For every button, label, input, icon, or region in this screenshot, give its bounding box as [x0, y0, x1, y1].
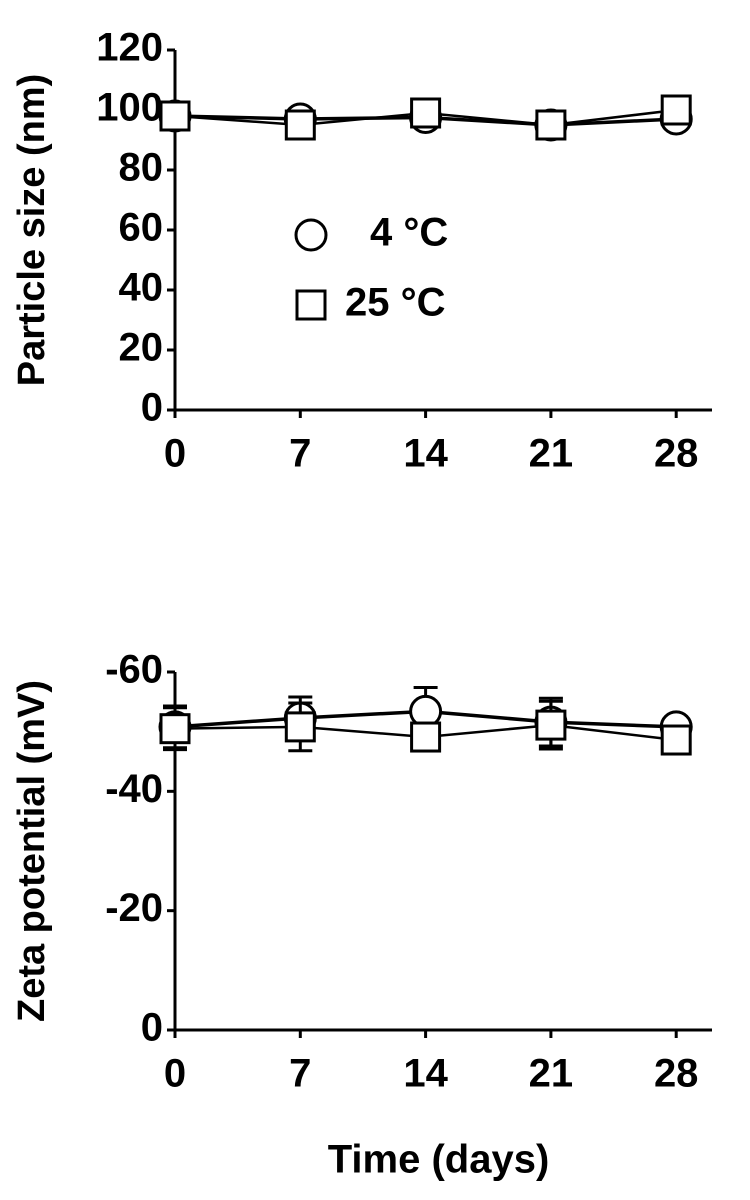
legend-marker: [295, 289, 327, 321]
y-tick-label: 80: [119, 146, 164, 190]
data-point: [284, 711, 316, 743]
data-point: [410, 721, 442, 753]
data-point: [535, 709, 567, 741]
y-tick-label: 60: [119, 206, 164, 250]
y-tick-label: -20: [105, 886, 163, 930]
y-tick-label: 0: [141, 1006, 163, 1050]
x-axis-label: Time (days): [328, 1138, 550, 1182]
x-tick-label: 28: [654, 1052, 699, 1096]
x-tick-label: 14: [403, 432, 448, 476]
y-axis-label: Particle size (nm): [11, 74, 53, 387]
x-tick-label: 14: [403, 1052, 448, 1096]
y-tick-label: 20: [119, 326, 164, 370]
data-point: [159, 713, 191, 745]
data-point: [284, 109, 316, 141]
y-tick-label: -60: [105, 648, 163, 692]
data-point: [410, 97, 442, 129]
x-tick-label: 28: [654, 432, 699, 476]
data-point: [660, 94, 692, 126]
legend-label: 25 °C: [345, 281, 446, 325]
y-tick-label: 120: [96, 26, 163, 70]
y-tick-label: -40: [105, 767, 163, 811]
x-tick-label: 21: [529, 1052, 574, 1096]
x-tick-label: 0: [164, 1052, 186, 1096]
x-tick-label: 7: [289, 1052, 311, 1096]
y-tick-label: 0: [141, 386, 163, 430]
y-axis-label: Zeta potential (mV): [11, 680, 53, 1022]
legend-marker: [294, 218, 328, 252]
data-point: [660, 724, 692, 756]
x-tick-label: 21: [529, 432, 574, 476]
data-point: [159, 100, 191, 132]
y-tick-label: 100: [96, 86, 163, 130]
legend-label: 4 °C: [370, 211, 448, 255]
x-tick-label: 7: [289, 432, 311, 476]
x-tick-label: 0: [164, 432, 186, 476]
data-point: [535, 109, 567, 141]
y-tick-label: 40: [119, 266, 164, 310]
